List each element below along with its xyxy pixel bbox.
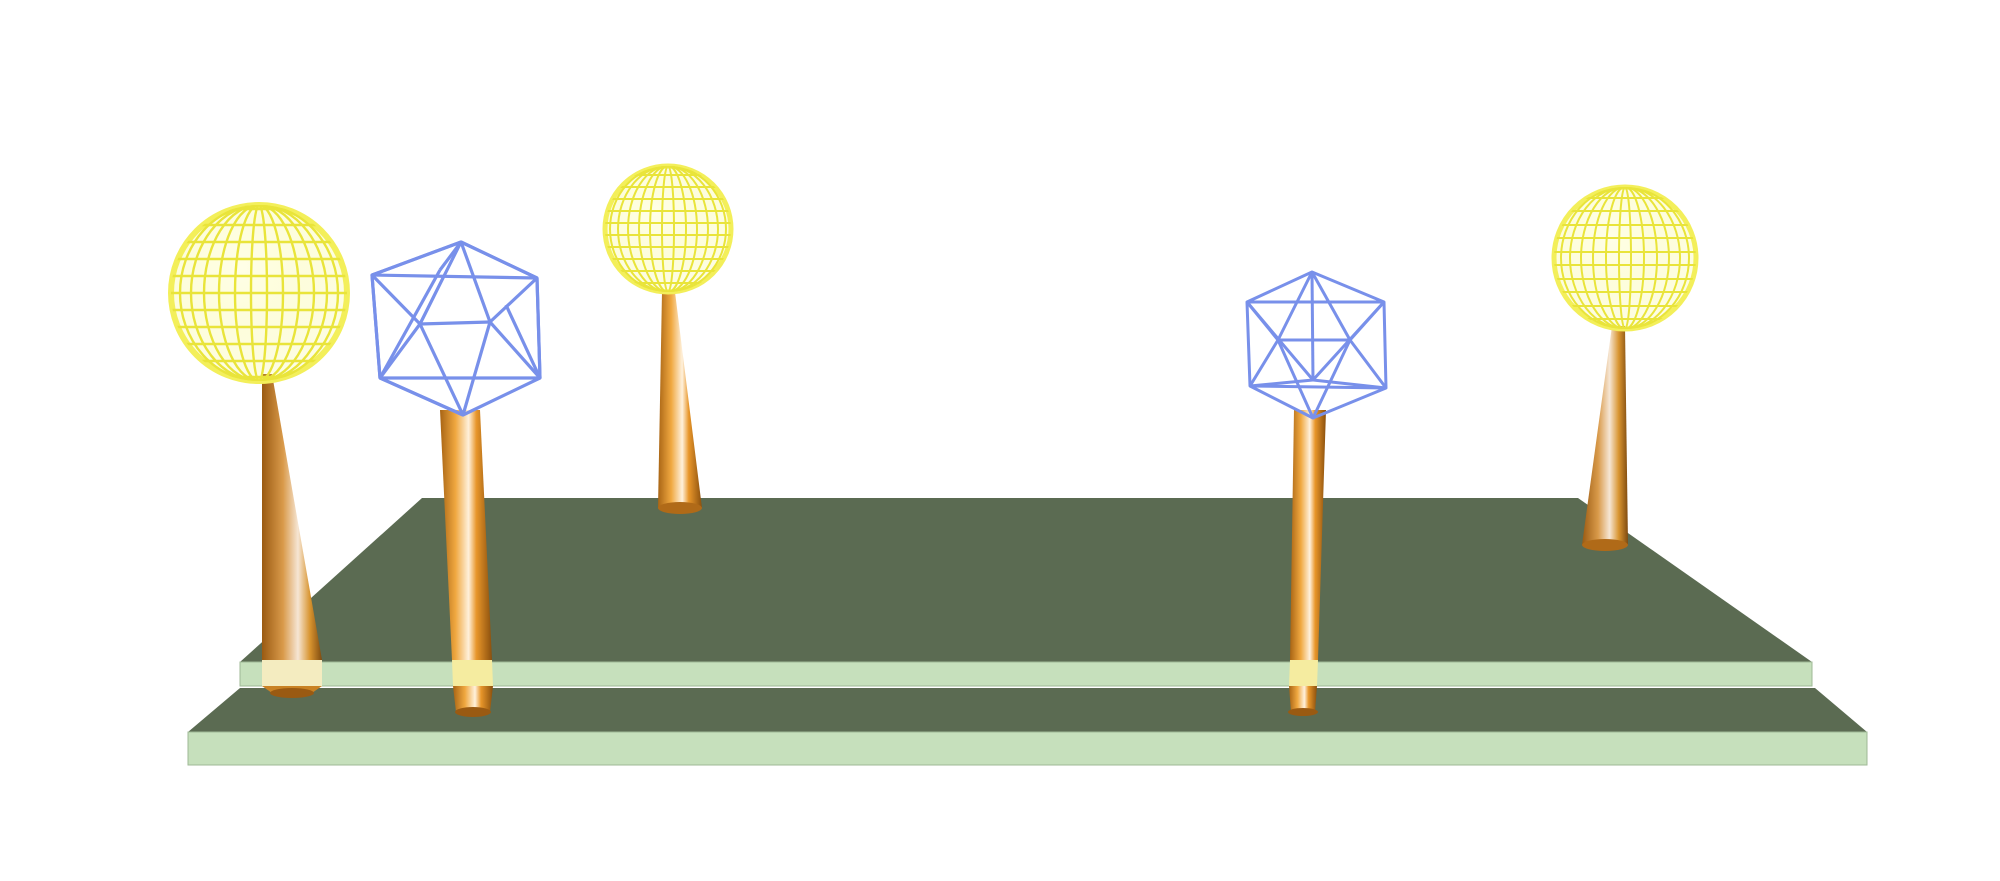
upper-platform <box>239 498 1813 687</box>
pillar-4 <box>1288 410 1326 716</box>
wire-sphere-1 <box>168 202 350 384</box>
pillar-1 <box>262 374 322 698</box>
lower-platform <box>187 688 1868 766</box>
pillar-2 <box>658 292 702 514</box>
wire-icosahedron-1 <box>370 240 542 417</box>
wire-sphere-2 <box>602 163 734 295</box>
wire-icosahedron-2 <box>1245 270 1388 420</box>
pillar-5 <box>1582 326 1628 551</box>
pillar-3 <box>440 410 493 717</box>
wire-sphere-3 <box>1551 184 1699 332</box>
